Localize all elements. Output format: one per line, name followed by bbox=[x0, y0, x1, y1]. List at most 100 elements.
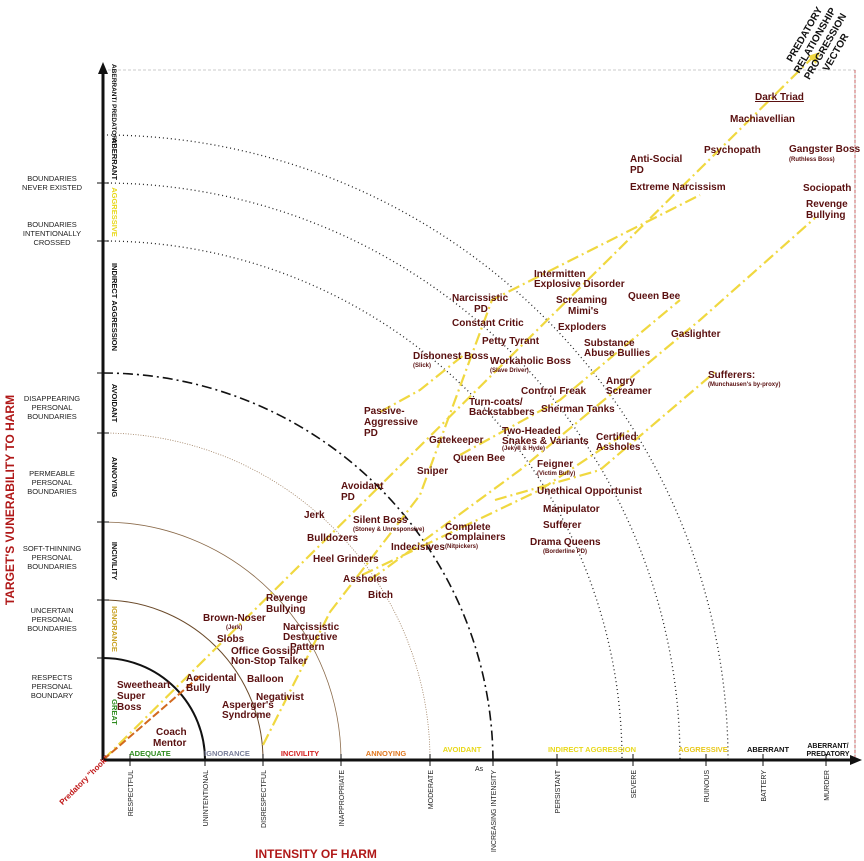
label-screaming-mimis: Screaming Mimi's bbox=[556, 295, 607, 317]
boundary-arcs bbox=[102, 134, 729, 761]
x-tick-disrespectful: DISRESPECTFUL bbox=[261, 770, 268, 828]
vector-title: PREDATORY RELATIONSHIP PROGRESSION VECTO… bbox=[785, 5, 852, 82]
arc-aggressive bbox=[102, 182, 681, 761]
x-tick-moderate: MODERATE bbox=[428, 770, 435, 809]
x-zone-indirect: INDIRECT AGGRESSION bbox=[548, 745, 636, 754]
y-label-soft-thinning: SOFT-THINNING PERSONAL BOUNDARIES bbox=[23, 544, 81, 571]
label-constant-critic: Constant Critic bbox=[452, 318, 524, 329]
x-tick-murder: MURDER bbox=[824, 770, 831, 801]
y-zone-aberrant-predatory: ABERRANT/ PREDATORY bbox=[110, 64, 117, 145]
label-workaholic-boss: Workaholic Boss bbox=[490, 356, 571, 367]
label-jerk: Jerk bbox=[304, 510, 325, 521]
y-zone-aggressive: AGGRESSIVE bbox=[110, 187, 119, 237]
label-balloon: Balloon bbox=[247, 674, 284, 685]
label-unethical-opportunist: Unethical Opportunist bbox=[537, 486, 643, 497]
label-slobs: Slobs bbox=[217, 634, 245, 645]
label-turn-coats: Turn-coats/Backstabbers bbox=[469, 397, 535, 418]
label-accidental-bully: Accidental Bully bbox=[186, 673, 237, 694]
label-intermitten: Intermitten Explosive Disorder bbox=[534, 269, 625, 290]
label-queen-bee-top: Queen Bee bbox=[628, 291, 681, 302]
label-extreme-narcissism: Extreme Narcissism bbox=[630, 182, 726, 193]
y-zone-labels: ABERRANT/ PREDATORY ABERRANT AGGRESSIVE … bbox=[110, 64, 119, 725]
y-label-permeable: PERMEABLE PERSONAL BOUNDARIES bbox=[27, 469, 77, 496]
label-sniper: Sniper bbox=[417, 466, 448, 477]
y-label-uncertain: UNCERTAIN PERSONAL BOUNDARIES bbox=[27, 606, 77, 633]
vector-queen-bee bbox=[459, 299, 681, 456]
label-indecisives: Indecisives bbox=[391, 542, 445, 553]
label-complete-complainers-sub: (Nitpickers) bbox=[445, 544, 478, 550]
label-brown-noser-sub: (Jerk) bbox=[226, 625, 242, 631]
label-complete-complainers: Complete Complainers bbox=[445, 522, 506, 543]
label-narcissistic-pd: Narcissistic PD bbox=[452, 293, 509, 315]
label-silent-boss: Silent Boss bbox=[353, 515, 408, 526]
behavior-labels: Dark Triad Machiavellian Psychopath Gang… bbox=[117, 92, 861, 749]
label-gangster-boss-sub: (Ruthless Boss) bbox=[789, 157, 835, 163]
label-coach-mentor: Coach Mentor bbox=[153, 727, 187, 749]
x-zone-adequate: ADEQUATE bbox=[129, 749, 171, 758]
label-aspergers: Asperger's Syndrome bbox=[222, 700, 274, 721]
x-axis-title: INTENSITY OF HARM bbox=[255, 847, 377, 861]
label-certified-assholes: Certified Assholes bbox=[596, 432, 641, 453]
label-brown-noser: Brown-Noser bbox=[203, 613, 266, 624]
x-axis-arrow bbox=[850, 755, 862, 765]
label-gangster-boss: Gangster Boss bbox=[789, 144, 861, 155]
x-tick-battery: BATTERY bbox=[761, 770, 768, 802]
label-dark-triad: Dark Triad bbox=[755, 92, 804, 103]
label-substance-abuse: Substance Abuse Bullies bbox=[584, 338, 651, 359]
label-negativist: Negativist bbox=[256, 692, 304, 703]
x-tick-increasing-intensity: INCREASING INTENSITY bbox=[491, 770, 498, 852]
vector-inner-2 bbox=[379, 349, 471, 413]
label-sociopath: Sociopath bbox=[803, 183, 851, 194]
label-workaholic-boss-sub: (Slave Driver) bbox=[490, 368, 529, 374]
as-label: As bbox=[475, 766, 484, 773]
label-narcissistic-destructive: Narcissistic Destructive Pattern bbox=[283, 622, 340, 653]
label-sufferers: Sufferers: bbox=[708, 370, 755, 381]
vector-sociopath bbox=[369, 217, 816, 581]
label-two-headed-sub: (Jekyll & Hyde) bbox=[502, 446, 545, 452]
y-zone-great: GREAT bbox=[110, 699, 119, 725]
vector-extreme-narcissism bbox=[329, 194, 701, 613]
x-zone-aberrant-predatory: ABERRANT/PREDATORY bbox=[806, 743, 849, 758]
x-zone-aberrant: ABERRANT bbox=[747, 745, 790, 754]
arc-annoying bbox=[102, 432, 431, 761]
hook-vector bbox=[102, 675, 201, 761]
label-feigner-sub: (Victim Bully) bbox=[537, 471, 575, 477]
y-axis-title: TARGET'S VUNERABILITY TO HARM bbox=[3, 395, 17, 605]
x-zone-aggressive: AGGRESSIVE bbox=[678, 745, 728, 754]
label-feigner: Feigner bbox=[537, 459, 573, 470]
label-anti-social-pd: Anti-Social PD bbox=[630, 154, 682, 176]
x-zone-avoidant: AVOIDANT bbox=[443, 745, 482, 754]
label-heel-grinders: Heel Grinders bbox=[313, 554, 379, 565]
label-machiavellian: Machiavellian bbox=[730, 114, 795, 125]
y-zone-indirect: INDIRECT AGGRESSION bbox=[110, 263, 119, 351]
label-silent-boss-sub: (Stoney & Unresponsive) bbox=[353, 527, 424, 533]
y-zone-ignorance: IGNORANCE bbox=[110, 606, 119, 652]
y-zone-avoidant: AVOIDANT bbox=[110, 384, 119, 423]
label-gaslighter: Gaslighter bbox=[671, 329, 721, 340]
label-exploders: Exploders bbox=[558, 322, 607, 333]
hook-text: Predatory "hook" bbox=[58, 753, 111, 806]
label-angry-screamer: Angry Screamer bbox=[606, 376, 652, 397]
y-zone-incivility: INCIVILITY bbox=[110, 542, 119, 580]
label-office-gossip: Office Gossip/Non-Stop Talker bbox=[231, 646, 308, 667]
label-bulldozers: Bulldozers bbox=[307, 533, 359, 544]
y-label-intentionally-crossed: BOUNDARIES INTENTIONALLY CROSSED bbox=[23, 220, 81, 247]
y-zone-annoying: ANNOYING bbox=[110, 457, 119, 498]
x-tick-unintentional: UNINTENTIONAL bbox=[203, 770, 210, 827]
y-zone-aberrant: ABERRANT bbox=[110, 138, 119, 181]
label-sufferer: Sufferer bbox=[543, 520, 581, 531]
label-psychopath: Psychopath bbox=[704, 145, 761, 156]
x-tick-labels: RESPECTFUL UNINTENTIONAL DISRESPECTFUL I… bbox=[128, 769, 831, 852]
label-revenge-bullying-low: Revenge Bullying bbox=[266, 593, 308, 615]
arc-great bbox=[102, 657, 206, 761]
label-sherman-tanks: Sherman Tanks bbox=[541, 404, 615, 415]
progression-vectors bbox=[102, 57, 816, 761]
label-assholes: Assholes bbox=[343, 574, 388, 585]
label-avoidant-pd: Avoidant PD bbox=[341, 481, 384, 503]
x-zone-annoying: ANNOYING bbox=[366, 749, 407, 758]
label-dishonest-boss: Dishonest Boss bbox=[413, 351, 489, 362]
arc-avoidant bbox=[102, 372, 494, 761]
x-tick-persistant: PERSISTANT bbox=[555, 769, 562, 813]
label-sweetheart-super-boss: Sweetheart Super Boss bbox=[117, 680, 171, 713]
